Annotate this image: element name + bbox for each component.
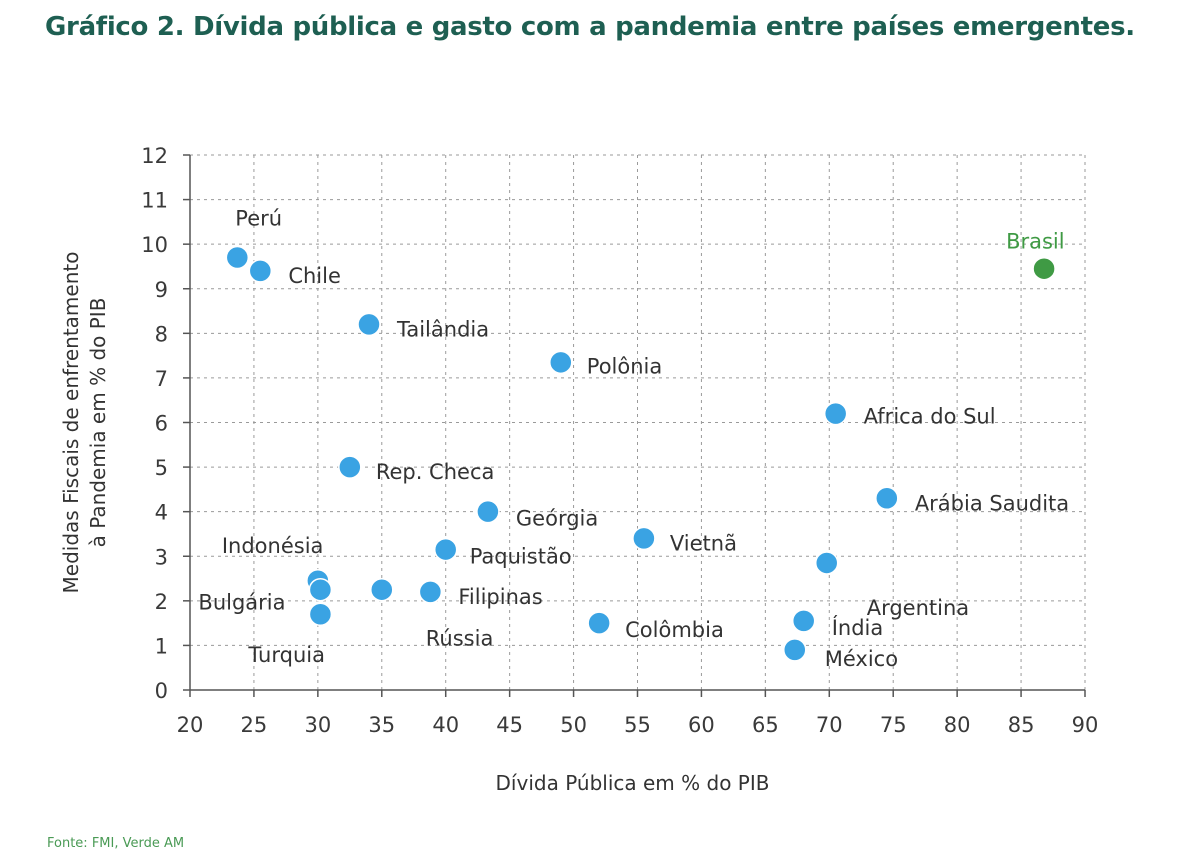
x-axis-title: Dívida Pública em % do PIB <box>496 771 770 795</box>
x-tick-label: 40 <box>432 713 459 737</box>
data-point <box>357 312 381 337</box>
data-point <box>418 580 443 604</box>
x-tick-label: 85 <box>1008 713 1035 737</box>
data-point <box>308 577 333 602</box>
x-tick-label: 55 <box>624 713 651 737</box>
y-tick-label: 10 <box>141 233 168 257</box>
y-tick-label: 8 <box>155 322 168 346</box>
point-label: Africa do Sul <box>864 405 996 429</box>
y-axis-title: à Pandemia em % do PIB <box>86 298 110 548</box>
y-tick-label: 9 <box>155 278 168 302</box>
y-tick-label: 1 <box>155 634 168 658</box>
x-tick-label: 25 <box>241 713 268 737</box>
y-tick-label: 4 <box>155 501 168 525</box>
y-tick-label: 7 <box>155 367 168 391</box>
x-tick-label: 80 <box>944 713 971 737</box>
data-point <box>791 609 816 633</box>
y-tick-label: 6 <box>155 412 168 436</box>
chart-title: Gráfico 2. Dívida pública e gasto com a … <box>45 12 1135 42</box>
y-tick-label: 0 <box>155 679 168 703</box>
point-label: Geórgia <box>516 507 598 531</box>
point-label: México <box>825 647 898 671</box>
data-point <box>587 611 611 635</box>
x-tick-label: 90 <box>1072 713 1099 737</box>
point-label: Rússia <box>426 627 494 651</box>
point-label: Vietnã <box>670 531 737 555</box>
point-label: Bulgária <box>198 591 285 615</box>
data-point <box>549 350 573 375</box>
data-point <box>476 499 500 524</box>
data-point <box>1032 256 1056 281</box>
point-label: Polônia <box>587 354 662 378</box>
x-tick-label: 75 <box>880 713 907 737</box>
data-point <box>370 577 394 602</box>
point-label: Colômbia <box>625 618 724 642</box>
x-tick-label: 20 <box>177 713 204 737</box>
x-tick-label: 60 <box>688 713 715 737</box>
point-label: Filipinas <box>458 585 542 609</box>
data-point <box>308 602 333 626</box>
point-label: Brasil <box>1006 230 1065 254</box>
y-tick-label: 11 <box>141 189 168 213</box>
x-tick-label: 45 <box>496 713 523 737</box>
point-label: Indonésia <box>222 534 324 558</box>
data-point <box>875 486 899 511</box>
point-label: Índia <box>832 615 884 640</box>
y-tick-label: 3 <box>155 545 168 569</box>
x-tick-label: 70 <box>816 713 843 737</box>
y-axis-title: Medidas Fiscais de enfrentamento <box>59 252 83 594</box>
point-label: Argentina <box>867 596 969 620</box>
x-tick-label: 35 <box>368 713 395 737</box>
y-tick-label: 2 <box>155 590 168 614</box>
x-tick-label: 30 <box>304 713 331 737</box>
point-label: Perú <box>235 207 282 231</box>
point-label: Turquia <box>247 643 325 667</box>
data-point <box>433 537 458 562</box>
point-label: Rep. Checa <box>376 460 495 484</box>
data-point <box>632 526 656 551</box>
point-label: Arábia Saudita <box>915 491 1069 515</box>
y-tick-label: 12 <box>141 144 168 168</box>
data-point <box>823 401 848 426</box>
data-point <box>248 259 273 283</box>
data-point <box>814 551 839 575</box>
source-note: Fonte: FMI, Verde AM <box>47 836 185 851</box>
x-tick-label: 50 <box>560 713 587 737</box>
data-point <box>783 638 807 662</box>
point-label: Tailândia <box>396 317 489 341</box>
point-label: Chile <box>288 264 341 288</box>
y-tick-label: 5 <box>155 456 168 480</box>
x-tick-label: 65 <box>752 713 779 737</box>
point-label: Paquistão <box>470 545 572 569</box>
data-point <box>338 455 362 479</box>
data-point <box>225 245 250 270</box>
